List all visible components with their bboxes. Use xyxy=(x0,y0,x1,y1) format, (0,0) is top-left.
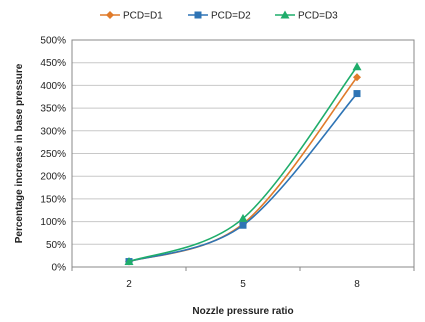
data-point xyxy=(353,90,361,98)
series-line xyxy=(128,76,358,263)
x-axis-title: Nozzle pressure ratio xyxy=(192,306,293,317)
data-point xyxy=(239,221,247,229)
data-point xyxy=(353,73,361,82)
data-point xyxy=(280,10,290,19)
data-point xyxy=(352,62,362,71)
data-point xyxy=(238,213,248,222)
data-point xyxy=(106,11,114,19)
y-tick-label: 50% xyxy=(46,240,66,251)
y-tick-label: 200% xyxy=(40,172,66,183)
series-lines xyxy=(124,62,362,266)
x-tick-label: 2 xyxy=(126,279,132,290)
data-point xyxy=(124,257,134,266)
y-tick-label: 250% xyxy=(40,149,66,160)
x-tick-label: 5 xyxy=(240,279,246,290)
series-line xyxy=(128,93,358,263)
x-tick-label: 8 xyxy=(354,279,360,290)
y-tick-label: 450% xyxy=(40,58,66,69)
legend-label: PCD=D3 xyxy=(298,11,338,22)
y-axis-title: Percentage increase in base pressure xyxy=(14,63,25,243)
legend-item: PCD=D3 xyxy=(275,10,338,22)
y-tick-label: 150% xyxy=(40,194,66,205)
legend-item: PCD=D1 xyxy=(100,11,163,22)
legend-item: PCD=D2 xyxy=(188,11,251,22)
y-axis-ticks: 0% 50% 100% 150% 200% 250% 300% 350% 400% 450% 500… xyxy=(40,36,66,274)
plot-area xyxy=(71,39,415,268)
y-tick-label: 100% xyxy=(40,217,66,228)
y-tick-label: 300% xyxy=(40,126,66,137)
y-tick-label: 350% xyxy=(40,104,66,115)
y-tick-label: 500% xyxy=(40,36,66,47)
series-3 xyxy=(124,62,362,266)
data-point xyxy=(194,11,202,19)
legend-label: PCD=D2 xyxy=(211,11,251,22)
series-1 xyxy=(125,73,361,266)
legend: PCD=D1 PCD=D2 PCD=D3 xyxy=(100,10,338,22)
series-line xyxy=(128,66,358,263)
y-tick-label: 0% xyxy=(52,263,67,274)
y-tick-label: 400% xyxy=(40,81,66,92)
x-axis-ticks: 2 5 8 xyxy=(71,267,415,290)
gridlines xyxy=(72,39,414,268)
legend-label: PCD=D1 xyxy=(123,11,163,22)
series-2 xyxy=(125,90,361,266)
